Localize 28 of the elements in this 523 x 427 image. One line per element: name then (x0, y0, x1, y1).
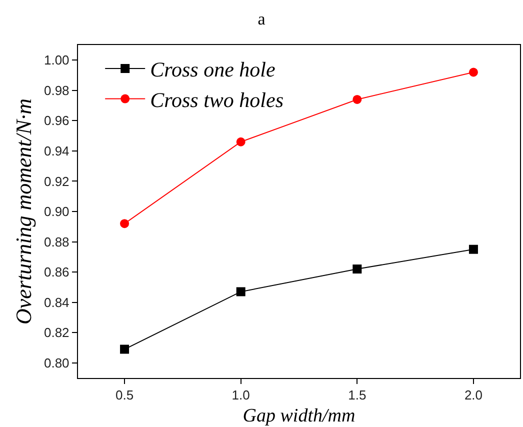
y-tick-label: 0.88 (44, 234, 70, 250)
x-tick-label: 0.5 (115, 388, 134, 403)
y-tick-label: 0.90 (44, 204, 70, 220)
y-tick-label: 0.80 (44, 355, 70, 370)
legend-label: Cross one hole (150, 58, 276, 82)
y-tick-label: 0.86 (44, 264, 70, 280)
point (352, 94, 362, 104)
y-tick-label: 1.00 (44, 52, 70, 68)
point (236, 137, 246, 146)
x-tick-label: 1.5 (348, 388, 366, 403)
point (120, 344, 130, 354)
legend-label: Cross two holes (150, 88, 284, 112)
y-tick-label: 0.82 (44, 325, 70, 340)
y-tick-label: 0.92 (44, 174, 70, 189)
point (236, 287, 246, 296)
y-tick-label: 0.96 (44, 113, 70, 128)
y-tick-label: 0.98 (44, 82, 70, 98)
x-axis-title: Gap width/mm (242, 406, 356, 426)
x-tick-label: 1.0 (232, 388, 250, 403)
x-tick-label: 2.0 (464, 388, 483, 403)
chart-title: a (258, 10, 266, 29)
point (120, 219, 130, 228)
point (468, 244, 478, 254)
point (468, 68, 478, 77)
point (352, 264, 362, 274)
y-axis-title: Overturning moment/N·m (10, 98, 36, 325)
y-tick-label: 0.94 (44, 144, 70, 158)
y-tick-label: 0.84 (44, 294, 70, 310)
